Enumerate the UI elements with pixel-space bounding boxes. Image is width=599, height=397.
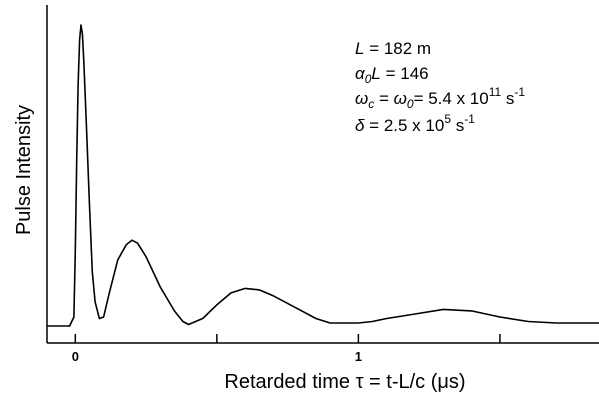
- annotation-absorption: α0L = 146: [355, 64, 429, 86]
- x-tick-label: 0: [72, 349, 79, 364]
- parameter-annotations: L = 182 m α0L = 146 ωc = ω0= 5.4 x 1011 …: [355, 39, 525, 135]
- plot-frame: [46, 5, 599, 344]
- x-ticks: [74, 334, 501, 343]
- annotation-length: L = 182 m: [355, 39, 431, 58]
- annotation-frequency: ωc = ω0= 5.4 x 1011 s-1: [355, 85, 525, 111]
- y-axis-label: Pulse Intensity: [13, 105, 35, 235]
- series-line: [47, 24, 599, 327]
- x-tick-label: 1: [355, 349, 362, 364]
- annotation-bandwidth: δ = 2.5 x 105 s-1: [355, 112, 475, 135]
- x-axis-label: Retarded time τ = t-L/c (μs): [224, 371, 465, 393]
